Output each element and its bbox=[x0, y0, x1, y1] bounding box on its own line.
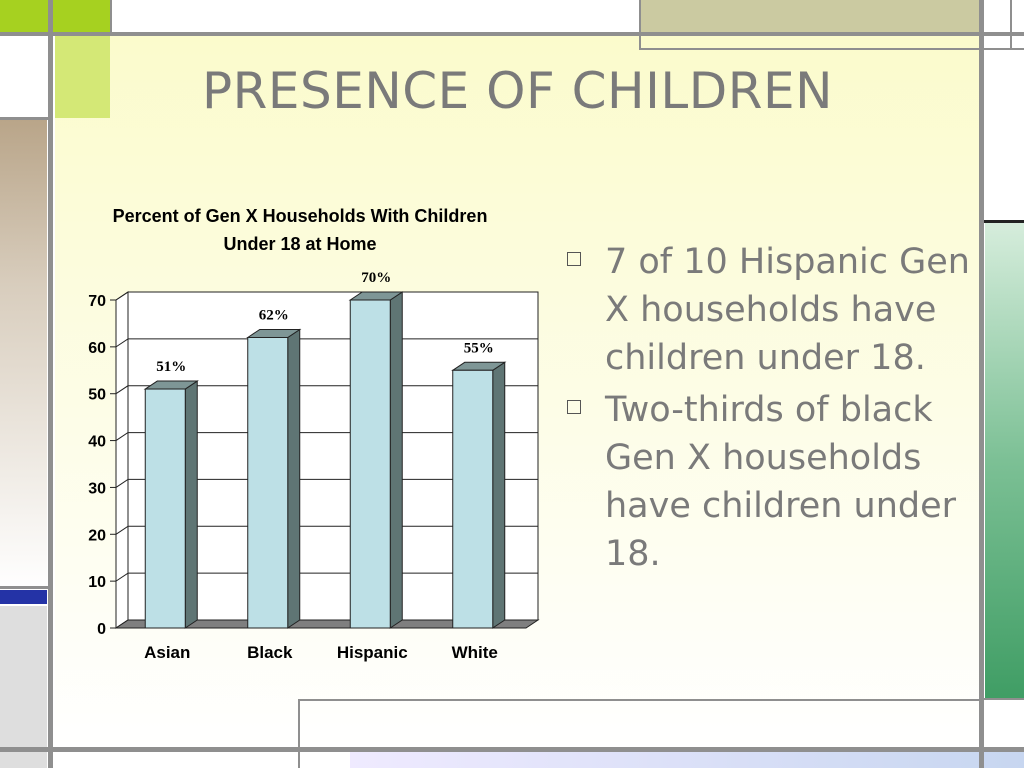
bar bbox=[144, 388, 186, 629]
frame-line bbox=[639, 0, 641, 50]
tan-accent-block bbox=[0, 120, 47, 590]
x-tick-label: Asian bbox=[144, 643, 190, 662]
bar-side bbox=[287, 328, 301, 629]
teal-green-accent-block bbox=[985, 222, 1024, 700]
data-label: 51% bbox=[156, 359, 186, 375]
slide-title: PRESENCE OF CHILDREN bbox=[202, 62, 833, 120]
light-green-accent-block bbox=[55, 35, 110, 118]
bullet-text: 7 of 10 Hispanic Gen X households have c… bbox=[605, 242, 970, 378]
purple-accent-block bbox=[350, 752, 1024, 768]
bar bbox=[247, 336, 289, 629]
gridline-diagonal bbox=[115, 291, 129, 301]
y-tick-label: 20 bbox=[88, 527, 106, 544]
blue-accent-block bbox=[0, 590, 47, 604]
y-tick-label: 60 bbox=[88, 340, 106, 357]
x-tick-label: Hispanic bbox=[337, 643, 408, 662]
bar bbox=[349, 299, 391, 629]
frame-line bbox=[48, 0, 53, 768]
gridline-diagonal bbox=[115, 338, 129, 348]
grey-accent-block bbox=[0, 606, 47, 768]
frame-line bbox=[0, 747, 1024, 752]
data-label: 55% bbox=[464, 340, 494, 356]
frame-line bbox=[984, 698, 1024, 700]
bullet-item: 7 of 10 Hispanic Gen X households have c… bbox=[565, 238, 985, 382]
frame-line bbox=[0, 117, 53, 120]
frame-line bbox=[979, 0, 984, 768]
x-tick-label: Black bbox=[247, 643, 293, 662]
y-tick-label: 30 bbox=[88, 480, 106, 497]
bar bbox=[452, 369, 494, 629]
green-accent-block bbox=[0, 0, 110, 32]
bar-side bbox=[184, 380, 198, 629]
gridline-diagonal bbox=[115, 385, 129, 395]
frame-line bbox=[298, 699, 300, 768]
bar-chart: 0 10 20 30 40 50 60 70 51% Asian 62% Black 70% Hispan… bbox=[88, 270, 540, 662]
frame-line bbox=[0, 32, 1024, 36]
bullet-text: Two-thirds of black Gen X households hav… bbox=[605, 390, 957, 574]
x-tick-label: White bbox=[452, 643, 498, 662]
frame-line bbox=[110, 0, 112, 36]
y-tick-label: 50 bbox=[88, 387, 106, 404]
bar-side bbox=[492, 361, 506, 629]
gridline-diagonal bbox=[115, 479, 129, 488]
chart-title: Percent of Gen X Households With Childre… bbox=[112, 206, 488, 254]
y-tick-label: 70 bbox=[88, 293, 106, 310]
data-label: 70% bbox=[361, 270, 391, 286]
frame-line bbox=[0, 586, 53, 589]
data-label: 62% bbox=[259, 307, 289, 323]
bar-side bbox=[389, 291, 403, 629]
y-tick-label: 0 bbox=[97, 621, 106, 638]
frame-line bbox=[639, 48, 1024, 50]
square-bullet-icon bbox=[567, 252, 581, 266]
frame-line bbox=[1010, 0, 1012, 50]
frame-line bbox=[298, 699, 980, 701]
bullet-item: Two-thirds of black Gen X households hav… bbox=[565, 386, 985, 578]
y-tick-label: 10 bbox=[88, 574, 106, 591]
y-tick-label: 40 bbox=[88, 434, 106, 451]
gridline-diagonal bbox=[115, 525, 129, 535]
square-bullet-icon bbox=[567, 400, 581, 414]
gridline-diagonal bbox=[115, 432, 129, 441]
olive-accent-block bbox=[641, 0, 979, 32]
gridline-diagonal bbox=[115, 572, 129, 582]
bullet-list: 7 of 10 Hispanic Gen X households have c… bbox=[565, 238, 985, 582]
frame-line bbox=[984, 220, 1024, 223]
